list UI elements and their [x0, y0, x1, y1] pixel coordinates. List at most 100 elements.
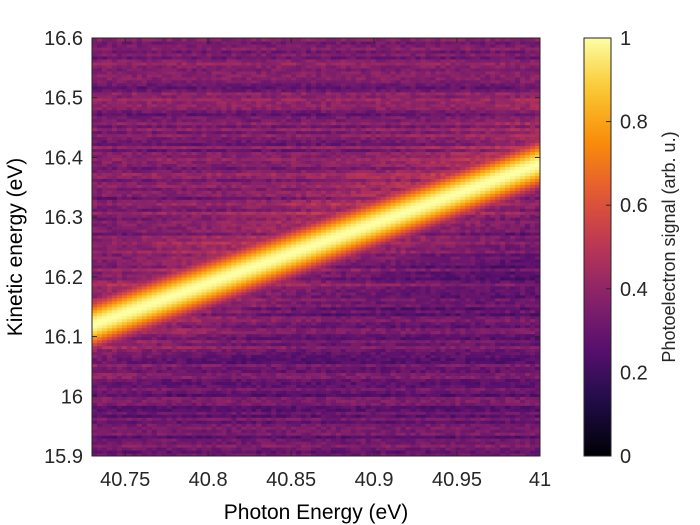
heatmap-cell — [141, 241, 148, 245]
heatmap-cell — [92, 61, 98, 66]
heatmap-cell — [261, 315, 267, 320]
heatmap-cell — [121, 205, 128, 209]
heatmap-cell — [231, 384, 237, 388]
heatmap-cell — [221, 417, 227, 421]
heatmap-cell — [186, 94, 193, 99]
heatmap-cell — [176, 369, 183, 373]
heatmap-cell — [196, 345, 203, 350]
heatmap-cell — [186, 444, 193, 448]
heatmap-cell — [126, 67, 133, 72]
heatmap-cell — [256, 85, 262, 90]
heatmap-cell — [206, 64, 213, 69]
heatmap-cell — [176, 342, 183, 347]
heatmap-cell — [201, 336, 208, 341]
heatmap-cell — [231, 148, 237, 153]
heatmap-cell — [241, 309, 247, 314]
heatmap-cell — [116, 142, 123, 147]
heatmap-cell — [111, 423, 118, 427]
heatmap-cell — [266, 291, 272, 296]
heatmap-cell — [231, 396, 237, 400]
heatmap-cell — [106, 175, 113, 179]
heatmap-cell — [216, 402, 223, 406]
heatmap-cell — [106, 291, 113, 296]
heatmap-cell — [106, 372, 113, 376]
heatmap-cell — [221, 175, 227, 179]
heatmap-cell — [96, 327, 103, 332]
heatmap-cell — [241, 38, 247, 42]
heatmap-cell — [176, 294, 183, 299]
heatmap-cell — [126, 181, 133, 185]
heatmap-cell — [126, 130, 133, 135]
heatmap-cell — [256, 255, 262, 260]
heatmap-cell — [226, 175, 232, 179]
heatmap-cell — [226, 229, 232, 233]
heatmap-cell — [166, 279, 173, 284]
heatmap-cell — [136, 399, 143, 403]
heatmap-cell — [226, 294, 232, 299]
heatmap-cell — [146, 297, 153, 302]
heatmap-cell — [221, 211, 227, 215]
heatmap-cell — [201, 244, 208, 248]
heatmap-cell — [241, 285, 247, 290]
heatmap-cell — [251, 255, 257, 260]
heatmap-cell — [141, 130, 148, 135]
heatmap-cell — [101, 318, 108, 323]
heatmap-cell — [211, 330, 218, 335]
heatmap-cell — [131, 396, 138, 400]
heatmap-cell — [201, 441, 208, 445]
heatmap-cell — [96, 354, 103, 359]
heatmap-cell — [251, 145, 257, 150]
heatmap-cell — [231, 235, 237, 239]
heatmap-cell — [92, 157, 98, 162]
heatmap-cell — [246, 441, 252, 445]
heatmap-cell — [241, 232, 247, 236]
heatmap-cell — [92, 115, 98, 120]
heatmap-cell — [221, 52, 227, 57]
heatmap-cell — [171, 447, 178, 451]
heatmap-cell — [221, 327, 227, 332]
heatmap-cell — [92, 220, 98, 224]
heatmap-cell — [116, 157, 123, 162]
heatmap-cell — [261, 55, 267, 60]
heatmap-cell — [246, 79, 252, 84]
heatmap-cell — [251, 169, 257, 173]
heatmap-cell — [216, 175, 223, 179]
heatmap-cell — [116, 88, 123, 93]
heatmap-cell — [221, 336, 227, 341]
heatmap-cell — [136, 348, 143, 353]
heatmap-cell — [146, 73, 153, 78]
heatmap-cell — [191, 396, 198, 400]
heatmap-cell — [141, 154, 148, 159]
heatmap-cell — [141, 441, 148, 445]
heatmap-cell — [231, 115, 237, 120]
heatmap-cell — [251, 121, 257, 126]
heatmap-cell — [216, 423, 223, 427]
heatmap-cell — [116, 336, 123, 341]
heatmap-cell — [261, 208, 267, 212]
heatmap-cell — [146, 115, 153, 120]
heatmap-cell — [191, 157, 198, 162]
heatmap-cell — [111, 160, 118, 164]
heatmap-cell — [101, 381, 108, 385]
heatmap-cell — [206, 297, 213, 302]
heatmap-cell — [236, 282, 242, 287]
heatmap-cell — [191, 372, 198, 376]
heatmap-cell — [166, 82, 173, 87]
heatmap-cell — [116, 205, 123, 209]
heatmap-cell — [226, 450, 232, 454]
heatmap-cell — [121, 351, 128, 356]
heatmap-cell — [161, 447, 168, 451]
heatmap-cell — [151, 393, 158, 397]
heatmap-cell — [246, 252, 252, 257]
heatmap-cell — [236, 336, 242, 341]
heatmap-cell — [151, 199, 158, 203]
heatmap-cell — [186, 73, 193, 78]
heatmap-cell — [131, 339, 138, 344]
heatmap-cell — [251, 58, 257, 63]
heatmap-cell — [236, 408, 242, 412]
heatmap-cell — [156, 345, 163, 350]
heatmap-cell — [216, 330, 223, 335]
heatmap-cell — [231, 453, 237, 456]
heatmap-cell — [206, 438, 213, 442]
heatmap-cell — [151, 151, 158, 156]
